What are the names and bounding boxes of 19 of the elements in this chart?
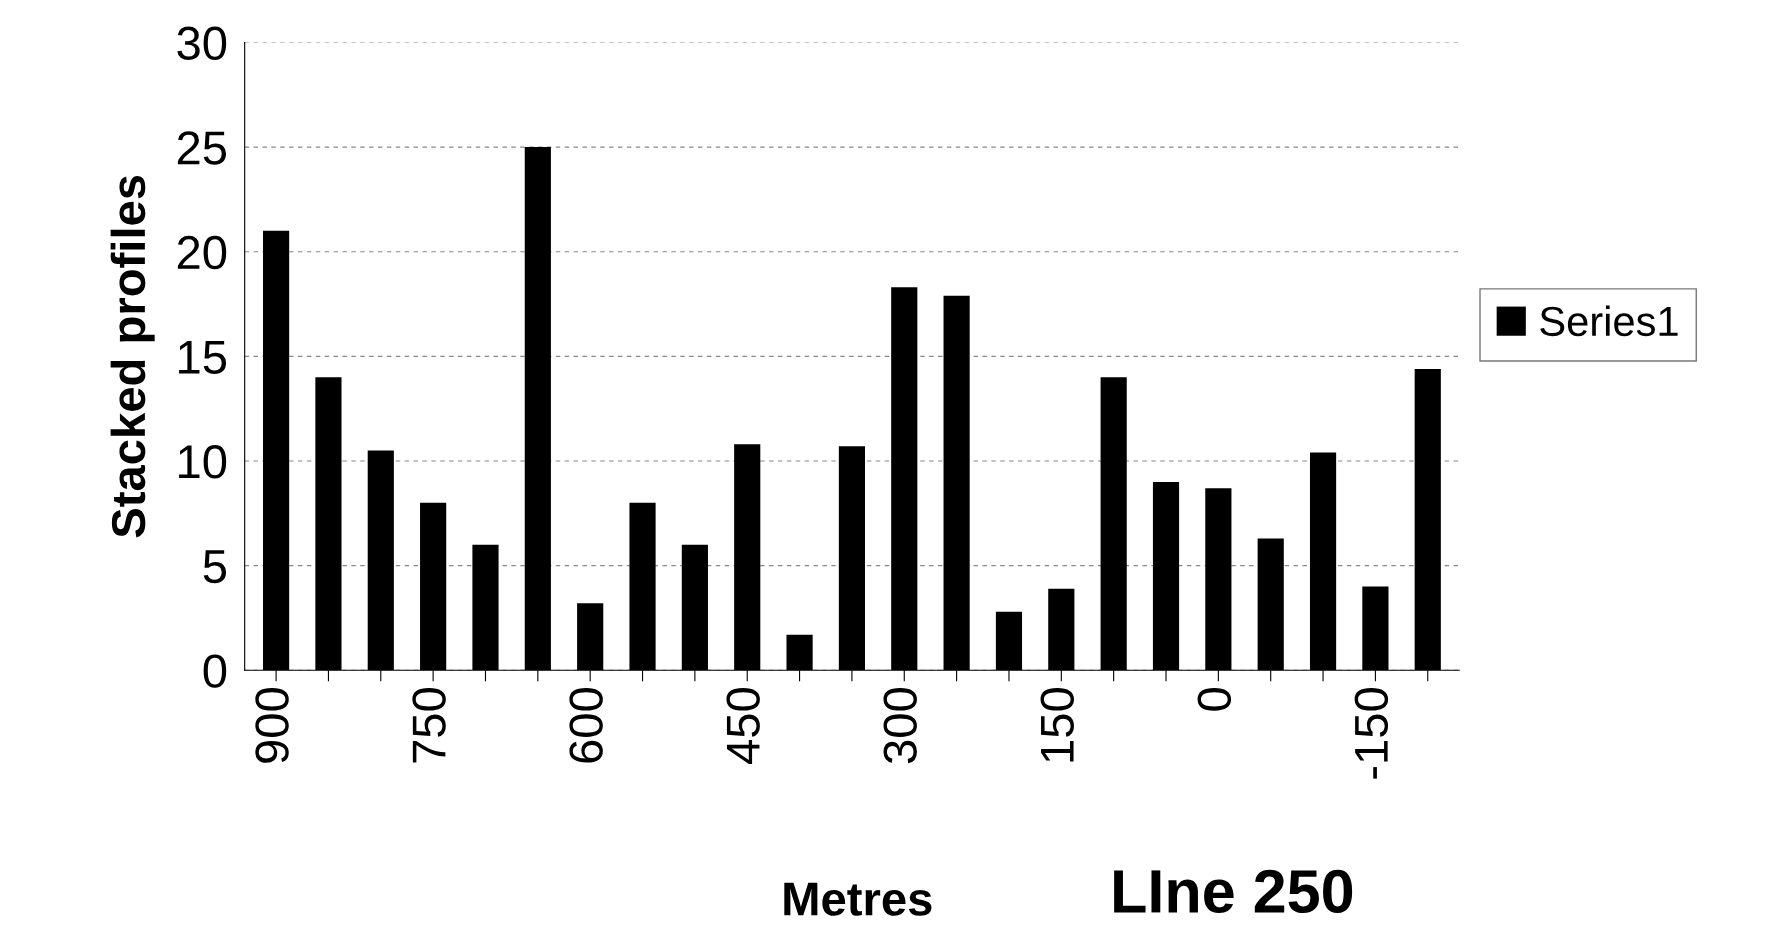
- x-tick-label: 900: [255, 688, 289, 763]
- y-tick-label: 20: [177, 235, 227, 270]
- x-tick-label: 600: [569, 688, 603, 763]
- y-tick-label: 5: [203, 550, 227, 584]
- y-tick-label: 10: [179, 445, 227, 479]
- legend-label: Series1: [1540, 305, 1678, 337]
- y-tick-label: 25: [177, 131, 227, 165]
- x-axis-title: Metres: [784, 882, 932, 916]
- text: LIne 250: [1114, 869, 1353, 914]
- y-tick-label: 30: [177, 26, 227, 61]
- x-tick-label: 450: [726, 688, 760, 764]
- x-tick-label: 0: [1197, 688, 1232, 711]
- x-tick-label: 150: [1040, 688, 1074, 762]
- x-tick-label: -150: [1354, 688, 1389, 779]
- y-tick-label: 0: [203, 654, 227, 688]
- x-tick-label: 300: [883, 688, 917, 764]
- x-tick-label: 750: [412, 688, 446, 763]
- y-tick-label: 15: [179, 340, 227, 374]
- y-axis-title: Stacked profiles: [110, 175, 155, 538]
